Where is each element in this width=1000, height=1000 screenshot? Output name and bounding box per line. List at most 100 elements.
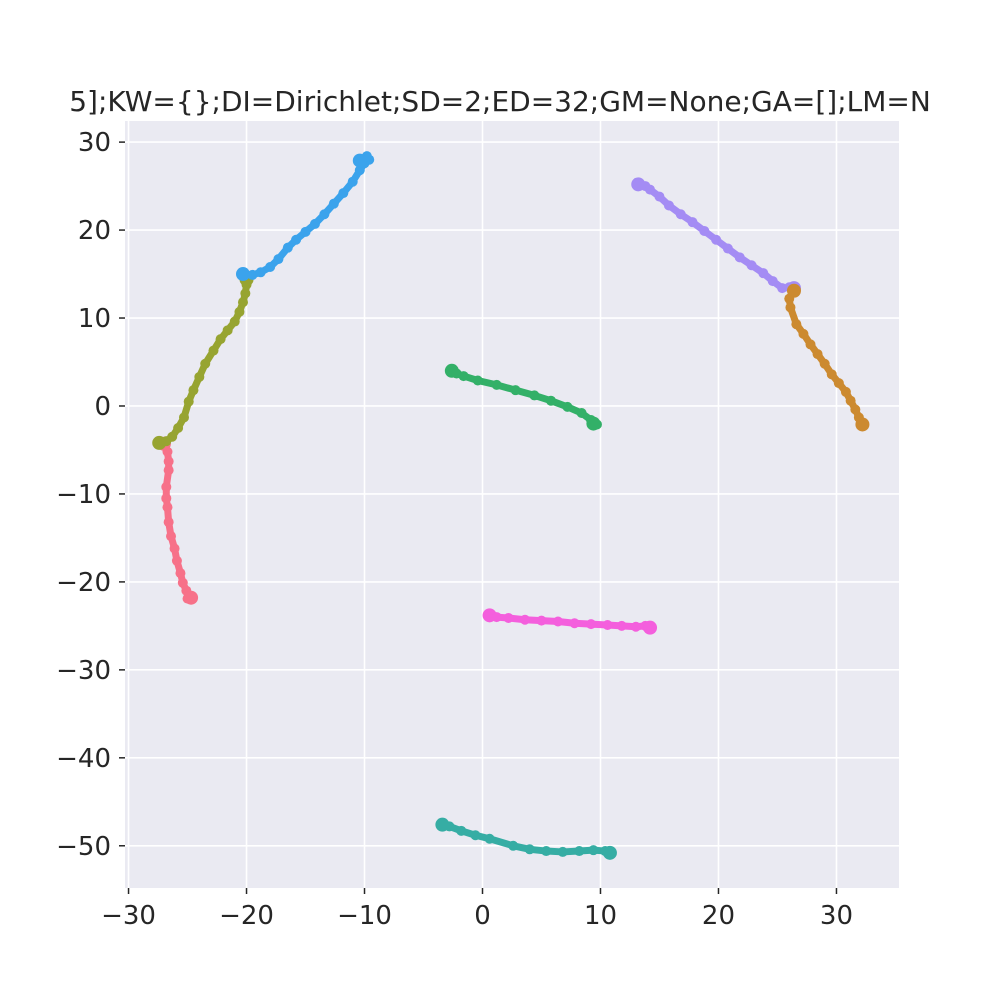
- data-point: [826, 369, 837, 380]
- data-point: [812, 349, 823, 360]
- data-point: [163, 517, 174, 528]
- series-3: [444, 363, 602, 431]
- data-point: [194, 371, 205, 382]
- data-point: [273, 254, 284, 265]
- data-point: [161, 481, 172, 492]
- data-point: [746, 260, 757, 271]
- data-point: [184, 590, 199, 605]
- data-point: [758, 268, 769, 279]
- series-1: [152, 272, 254, 450]
- x-axis-ticks: −30 −20 −10 0 10 20 30: [101, 888, 853, 931]
- grid-lines: [125, 121, 899, 888]
- data-point: [654, 191, 665, 202]
- data-point: [458, 371, 469, 382]
- y-axis-ticks: 30 20 10 0 −10 −20 −30 −40 −50: [56, 128, 125, 862]
- data-point: [805, 339, 816, 350]
- data-point: [855, 417, 870, 432]
- x-tick-label: 30: [820, 901, 853, 931]
- data-point: [200, 358, 211, 369]
- data-point: [484, 833, 495, 844]
- y-tick-label: 0: [94, 392, 111, 422]
- data-point: [845, 395, 856, 406]
- data-point: [819, 358, 830, 369]
- series-2: [235, 151, 375, 282]
- data-point: [722, 243, 733, 254]
- data-point: [602, 620, 613, 631]
- data-point: [687, 217, 698, 228]
- data-point: [178, 412, 189, 423]
- data-point: [470, 830, 481, 841]
- data-point: [177, 577, 188, 588]
- data-point: [265, 262, 276, 273]
- data-point: [161, 493, 172, 504]
- data-point: [222, 325, 233, 336]
- data-point: [309, 218, 320, 229]
- data-point: [163, 456, 174, 467]
- data-point: [840, 386, 851, 397]
- data-point: [553, 616, 564, 627]
- chart-title: 5];KW={};DI=Dirichlet;SD=2;ED=32;GM=None…: [69, 85, 931, 118]
- data-point: [183, 396, 194, 407]
- data-point: [833, 378, 844, 389]
- data-point: [850, 404, 861, 415]
- data-point: [588, 845, 599, 856]
- data-point: [586, 619, 597, 630]
- y-tick-label: −40: [56, 744, 111, 774]
- data-point: [169, 543, 180, 554]
- data-point: [491, 379, 502, 390]
- y-tick-label: −20: [56, 568, 111, 598]
- data-point: [291, 234, 302, 245]
- data-point: [569, 618, 580, 629]
- data-point: [208, 345, 219, 356]
- data-point: [247, 269, 258, 280]
- data-point: [352, 153, 367, 168]
- data-point: [767, 276, 778, 287]
- data-point: [166, 531, 177, 542]
- data-point: [171, 555, 182, 566]
- x-tick-label: −10: [337, 901, 392, 931]
- series-7: [435, 817, 617, 860]
- data-point: [734, 252, 745, 263]
- data-point: [173, 422, 184, 433]
- data-point: [255, 267, 266, 278]
- data-point: [472, 375, 483, 386]
- x-tick-label: 10: [584, 901, 617, 931]
- data-point: [491, 612, 502, 623]
- data-point: [229, 316, 240, 327]
- y-tick-label: −10: [56, 480, 111, 510]
- data-point: [645, 184, 656, 195]
- data-point: [503, 612, 514, 623]
- data-point: [234, 306, 245, 317]
- plot-area: [125, 121, 899, 888]
- x-tick-label: 0: [474, 901, 491, 931]
- data-point: [175, 568, 186, 579]
- data-point: [508, 840, 519, 851]
- data-point: [541, 846, 552, 857]
- data-point: [240, 288, 251, 299]
- data-point: [510, 385, 521, 396]
- y-tick-label: 20: [78, 216, 111, 246]
- data-point: [319, 209, 330, 220]
- data-point: [162, 502, 173, 513]
- data-point: [616, 620, 627, 631]
- data-point: [215, 334, 226, 345]
- data-point: [630, 621, 641, 632]
- data-point: [162, 446, 173, 457]
- data-point: [545, 395, 556, 406]
- series-6: [482, 608, 658, 635]
- data-point: [300, 226, 311, 237]
- data-point: [576, 408, 587, 419]
- data-point: [791, 319, 802, 330]
- y-tick-label: 10: [78, 304, 111, 334]
- data-point: [663, 200, 674, 211]
- data-point: [602, 845, 617, 860]
- data-point: [557, 846, 568, 857]
- data-point: [188, 385, 199, 396]
- data-point: [562, 401, 573, 412]
- series-5: [784, 283, 870, 432]
- data-point: [354, 165, 365, 176]
- data-point: [784, 293, 795, 304]
- data-points: [152, 151, 870, 860]
- data-point: [798, 328, 809, 339]
- data-point: [536, 615, 547, 626]
